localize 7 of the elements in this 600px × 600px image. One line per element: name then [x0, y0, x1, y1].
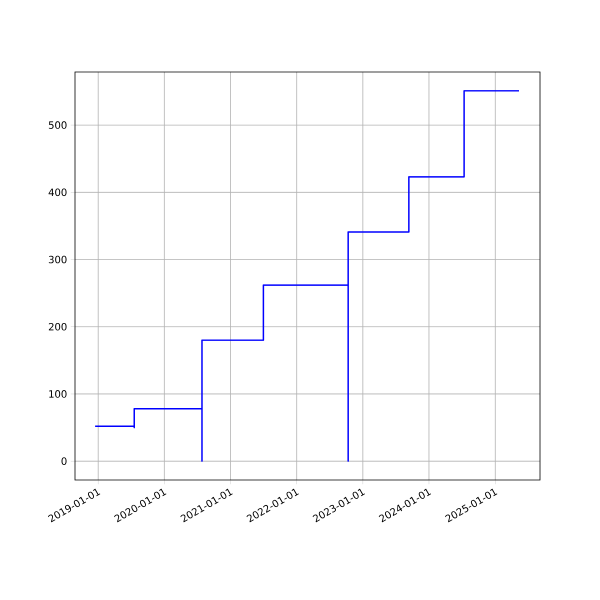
y-tick-label: 200 — [48, 322, 67, 331]
y-tick-label: 300 — [48, 256, 67, 264]
y-tick-label: 100 — [49, 390, 67, 398]
y-tick-label: 0 — [62, 457, 67, 465]
line-series — [94, 90, 520, 462]
y-tick-label: 500 — [48, 121, 67, 129]
y-tick-label: 400 — [48, 188, 67, 196]
